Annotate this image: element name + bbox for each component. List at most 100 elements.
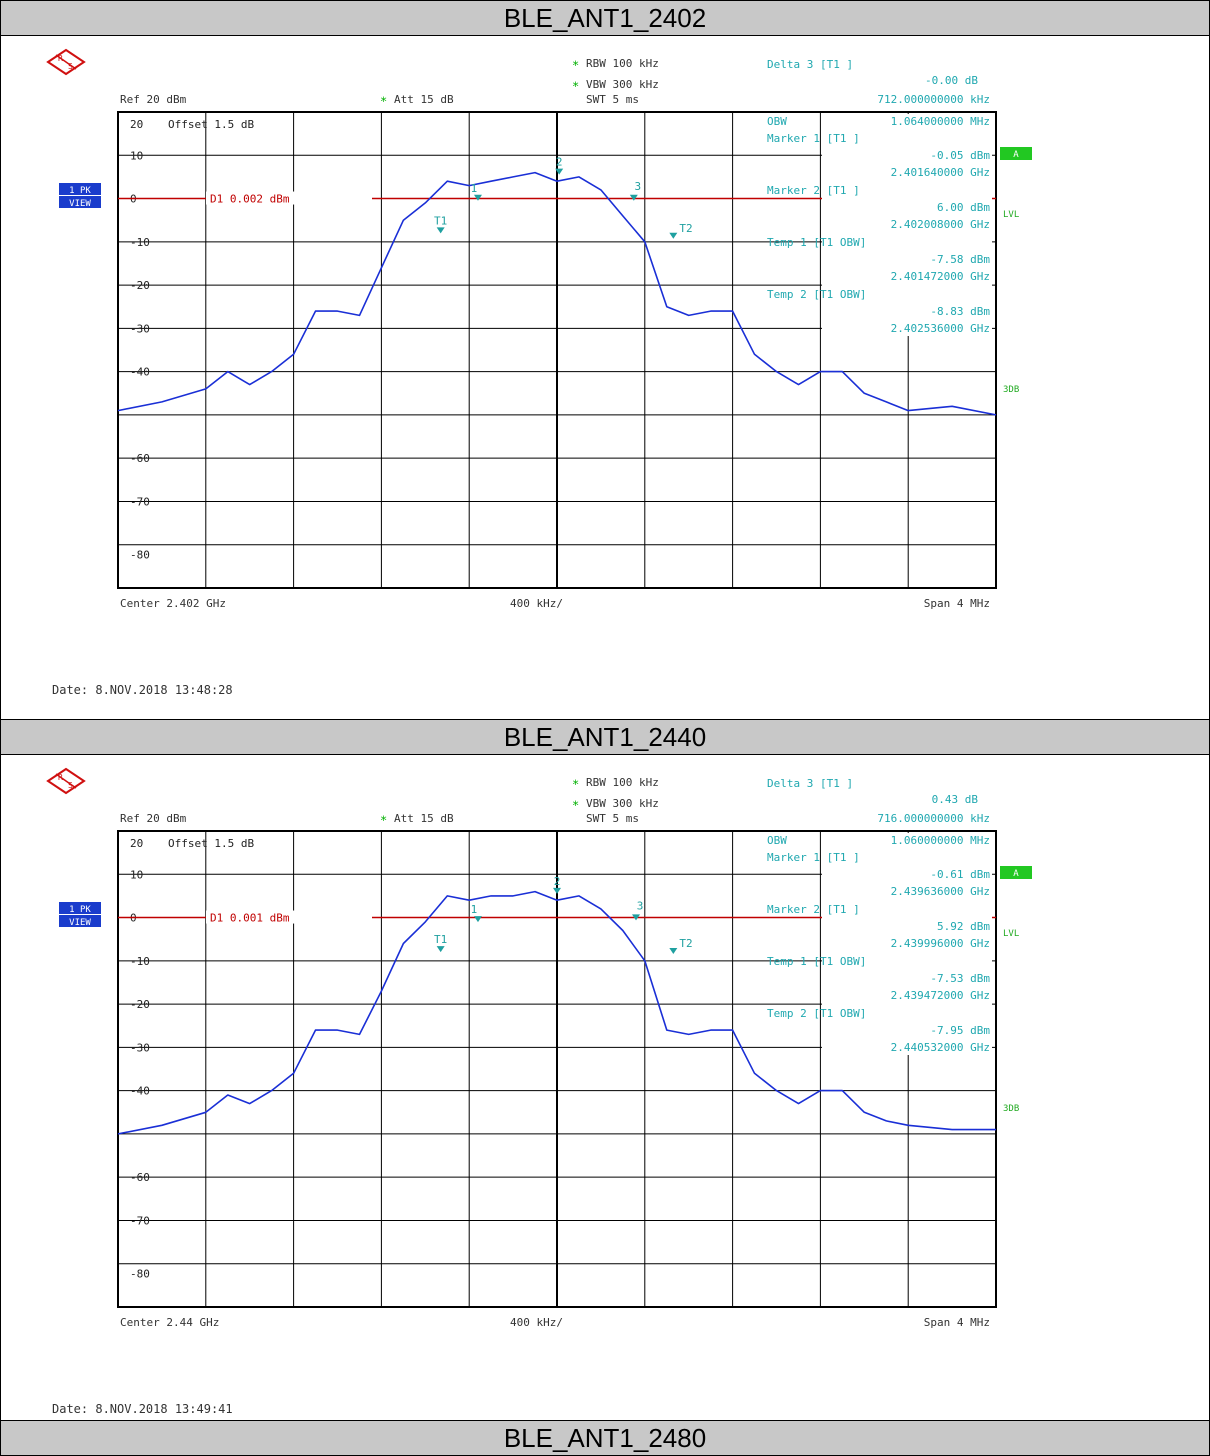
ref-level: Ref 20 dBm: [120, 93, 187, 106]
y-tick-label: -80: [130, 1268, 150, 1281]
marker-triangle: [555, 168, 564, 175]
attenuation: Att 15 dB: [394, 812, 454, 825]
trace-1-line: [117, 171, 997, 416]
marker-info-label: Temp 1 [T1 OBW]: [767, 236, 866, 249]
spectrum-panel: R S Ref 20 dBm ∗ Att 15 dB ∗ RBW 100 kHz ∗ VBW 3…: [0, 36, 1210, 702]
delta-freq: 716.000000000 kHz: [877, 812, 990, 825]
marker-info-value: -8.83 dBm: [930, 305, 990, 318]
marker-info-label: Marker 2 [T1 ]: [767, 184, 860, 197]
marker-label: 2: [556, 156, 563, 169]
side-indicators: A LVL 3DB: [1000, 147, 1032, 395]
marker-info-value: 5.92 dBm: [937, 920, 990, 933]
marker-info-value: -0.61 dBm: [930, 868, 990, 881]
indicator-a: A: [1013, 869, 1019, 879]
offset-label: Offset 1.5 dB: [168, 118, 254, 131]
marker-info-panel: Delta 3 [T1 ] -0.00 dB 712.000000000 kHz OB…: [767, 58, 992, 336]
marker-label: T1: [434, 214, 447, 227]
marker-3: 3: [632, 899, 644, 921]
y-tick-label: 20: [130, 118, 143, 131]
marker-triangle: [669, 232, 678, 239]
att-star: ∗: [380, 92, 387, 106]
marker-triangle: [436, 227, 445, 234]
marker-triangle: [473, 916, 482, 923]
y-tick-label: -10: [130, 955, 150, 968]
y-tick-label: 10: [130, 149, 143, 162]
marker-info-freq: 2.401640000 GHz: [891, 166, 990, 179]
indicator-lvl: LVL: [1003, 210, 1019, 220]
rs-logo-r: R: [58, 773, 63, 782]
obw-label: OBW: [767, 115, 787, 128]
obw-value: 1.064000000 MHz: [891, 115, 990, 128]
date-stamp: Date: 8.NOV.2018 13:48:28: [52, 683, 233, 697]
marker-info-label: Temp 1 [T1 OBW]: [767, 955, 866, 968]
y-tick-label: -60: [130, 452, 150, 465]
marker-label: 3: [637, 899, 644, 912]
marker-info-freq: 2.439636000 GHz: [891, 885, 990, 898]
marker-label: T1: [434, 933, 447, 946]
trace-label-view: VIEW: [69, 918, 91, 928]
marker-label: 1: [471, 182, 478, 195]
marker-label: 3: [635, 180, 642, 193]
rs-logo-s: S: [68, 62, 73, 71]
trace-label-view: VIEW: [69, 199, 91, 209]
frequency-span: Span 4 MHz: [924, 1316, 990, 1329]
marker-label: 1: [471, 903, 478, 916]
marker-info-value: -0.05 dBm: [930, 149, 990, 162]
indicator-lvl: LVL: [1003, 929, 1019, 939]
marker-triangle: [669, 947, 678, 954]
delta-value: 0.43 dB: [932, 793, 979, 806]
y-tick-label: -40: [130, 366, 150, 379]
vbw-star: ∗: [572, 77, 579, 91]
display-line-label: D1 0.001 dBm: [210, 912, 290, 925]
marker-info-freq: 2.401472000 GHz: [891, 270, 990, 283]
date-stamp: Date: 8.NOV.2018 13:49:41: [52, 1402, 233, 1416]
y-tick-label: -70: [130, 1214, 150, 1227]
trace-label-pk: 1 PK: [69, 905, 91, 915]
marker-info-freq: 2.440532000 GHz: [891, 1041, 990, 1054]
marker-info-value: -7.58 dBm: [930, 253, 990, 266]
obw-value: 1.060000000 MHz: [891, 834, 990, 847]
y-tick-label: -20: [130, 279, 150, 292]
marker-triangle: [436, 946, 445, 953]
frequency-division: 400 kHz/: [510, 597, 563, 610]
y-tick-label: -30: [130, 1041, 150, 1054]
marker-info-value: -7.95 dBm: [930, 1024, 990, 1037]
attenuation: Att 15 dB: [394, 93, 454, 106]
delta-label: Delta 3 [T1 ]: [767, 58, 853, 71]
y-tick-label: -70: [130, 495, 150, 508]
marker-info-panel: Delta 3 [T1 ] 0.43 dB 716.000000000 kHz OBW…: [767, 777, 992, 1055]
y-tick-label: -20: [130, 998, 150, 1011]
rbw: RBW 100 kHz: [586, 57, 659, 70]
trace-label-pk: 1 PK: [69, 186, 91, 196]
trace-indicator: 1 PK VIEW: [59, 902, 101, 928]
marker-label: 2: [554, 875, 561, 888]
vbw: VBW 300 kHz: [586, 797, 659, 810]
vbw: VBW 300 kHz: [586, 78, 659, 91]
y-tick-label: 10: [130, 868, 143, 881]
info-bg: [822, 114, 992, 336]
marker-2: 2: [553, 875, 561, 894]
spectrum-panel: R S Ref 20 dBm ∗ Att 15 dB ∗ RBW 100 kHz ∗ VBW 3…: [0, 755, 1210, 1421]
marker-info-value: -7.53 dBm: [930, 972, 990, 985]
rs-logo-icon: RS: [46, 48, 86, 76]
y-tick-label: -40: [130, 1085, 150, 1098]
spectrum-plot: RS Ref 20 dBm ∗ Att 15 dB ∗ RBW 100 kHz ∗ VBW 3…: [46, 767, 1032, 1416]
ref-level: Ref 20 dBm: [120, 812, 187, 825]
marker-triangle: [473, 194, 482, 201]
marker-t2: T2: [669, 937, 693, 954]
y-tick-label: 20: [130, 837, 143, 850]
frequency-division: 400 kHz/: [510, 1316, 563, 1329]
display-line-label: D1 0.002 dBm: [210, 193, 290, 206]
rbw: RBW 100 kHz: [586, 776, 659, 789]
marker-triangle: [553, 887, 561, 894]
marker-label: T2: [679, 222, 692, 235]
center-frequency: Center 2.402 GHz: [120, 597, 226, 610]
indicator-a: A: [1013, 150, 1019, 160]
indicator-3db: 3DB: [1003, 385, 1019, 395]
d1-label-bg: [206, 191, 372, 205]
rs-logo-r: R: [58, 54, 63, 63]
center-frequency: Center 2.44 GHz: [120, 1316, 219, 1329]
marker-1: 1: [471, 182, 482, 201]
panel-title-band: BLE_ANT1_2480: [0, 1420, 1210, 1456]
